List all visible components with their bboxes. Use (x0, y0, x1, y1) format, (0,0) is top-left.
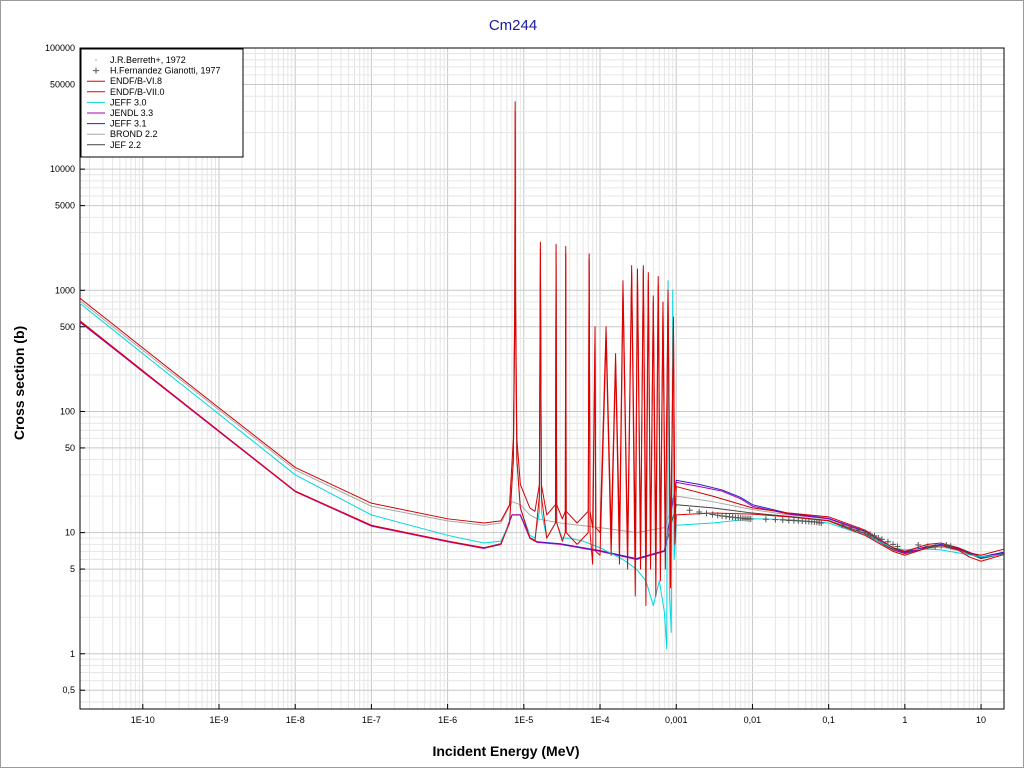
x-tick-label: 1E-7 (362, 715, 381, 725)
series-clip (80, 101, 1004, 650)
x-tick-label: 1 (902, 715, 907, 725)
y-tick-label: 50000 (50, 79, 75, 89)
x-tick-label: 1E-10 (131, 715, 155, 725)
x-tick-label: 1E-4 (591, 715, 610, 725)
data-point (848, 524, 855, 531)
data-point (686, 507, 693, 514)
x-tick-label: 0,1 (822, 715, 835, 725)
y-tick-label: 1000 (55, 285, 75, 295)
series-layer (80, 101, 1004, 650)
data-point (884, 538, 891, 545)
data-point (714, 512, 721, 519)
data-point (924, 543, 931, 550)
legend-swatch (93, 67, 99, 74)
y-tick-label: 100000 (45, 43, 75, 53)
y-tick-label: 5 (70, 564, 75, 574)
data-point (762, 516, 769, 523)
data-point (890, 541, 897, 548)
data-point (943, 542, 950, 549)
legend-label: H.Fernandez Gianotti, 1977 (110, 66, 221, 76)
data-point (709, 511, 716, 518)
plot-area (79, 47, 1005, 710)
data-point (932, 543, 939, 550)
data-point (862, 529, 869, 536)
data-point (894, 543, 901, 550)
y-axis-title: Cross section (b) (11, 326, 27, 440)
data-point (785, 517, 792, 524)
legend-item: H.Fernandez Gianotti, 1977 (93, 66, 221, 76)
data-point (938, 542, 945, 549)
y-tick-label: 5000 (55, 201, 75, 211)
x-tick-label: 1E-6 (438, 715, 457, 725)
y-tick-label: 50 (65, 443, 75, 453)
data-point (696, 508, 703, 515)
data-point (875, 535, 882, 542)
data-point (871, 532, 878, 539)
x-tick-label: 1E-9 (209, 715, 228, 725)
y-tick-label: 10000 (50, 164, 75, 174)
grid (80, 47, 1005, 709)
x-tick-label: 0,01 (744, 715, 762, 725)
legend-item: JENDL 3.3 (87, 108, 153, 118)
y-tick-label: 0,5 (62, 685, 75, 695)
legend-item: BROND 2.2 (87, 129, 158, 139)
legend-swatch (95, 59, 97, 61)
legend-label: JENDL 3.3 (110, 108, 153, 118)
legend-item: ENDF/B-VII.0 (87, 87, 165, 97)
data-point (779, 517, 786, 524)
y-axis-ticks: 0,5 1 5 10 50 100 500 1000 5000 10000 50000 100000 (45, 43, 85, 695)
y-tick-label: 100 (60, 406, 75, 416)
data-point (915, 542, 922, 549)
data-point (867, 531, 874, 538)
chart-title: Cm244 (489, 17, 537, 34)
legend-item: ENDF/B-VI.8 (87, 76, 162, 86)
legend-label: BROND 2.2 (110, 129, 158, 139)
legend-item: JEFF 3.1 (87, 119, 147, 129)
x-tick-label: 10 (976, 715, 986, 725)
legend-label: JEFF 3.0 (110, 97, 147, 107)
legend-label: ENDF/B-VII.0 (110, 87, 165, 97)
data-point (839, 522, 846, 529)
y-tick-label: 10 (65, 528, 75, 538)
legend-item: JEFF 3.0 (87, 97, 147, 107)
data-point (855, 527, 862, 534)
x-tick-label: 0,001 (665, 715, 688, 725)
y-tick-label: 500 (60, 322, 75, 332)
legend-item: JEF 2.2 (87, 140, 141, 150)
data-point (703, 510, 710, 517)
series-line-jendl-3-3 (80, 321, 1004, 560)
data-point (747, 516, 754, 523)
x-axis-ticks: 1E-10 1E-9 1E-8 1E-7 1E-6 1E-5 1E-4 0,001 0,01 0,… (131, 704, 986, 725)
x-tick-label: 1E-5 (514, 715, 533, 725)
data-point (947, 543, 954, 550)
x-axis-title: Incident Energy (MeV) (432, 743, 579, 759)
legend-item: J.R.Berreth+, 1972 (95, 55, 186, 65)
legend-label: JEF 2.2 (110, 140, 141, 150)
data-point (818, 520, 825, 527)
legend-label: ENDF/B-VI.8 (110, 76, 162, 86)
data-point (772, 516, 779, 523)
legend-box (80, 48, 244, 158)
legend-label: JEFF 3.1 (110, 119, 147, 129)
x-tick-label: 1E-8 (286, 715, 305, 725)
y-tick-label: 1 (70, 649, 75, 659)
data-point (878, 536, 885, 543)
legend-label: J.R.Berreth+, 1972 (110, 55, 186, 65)
